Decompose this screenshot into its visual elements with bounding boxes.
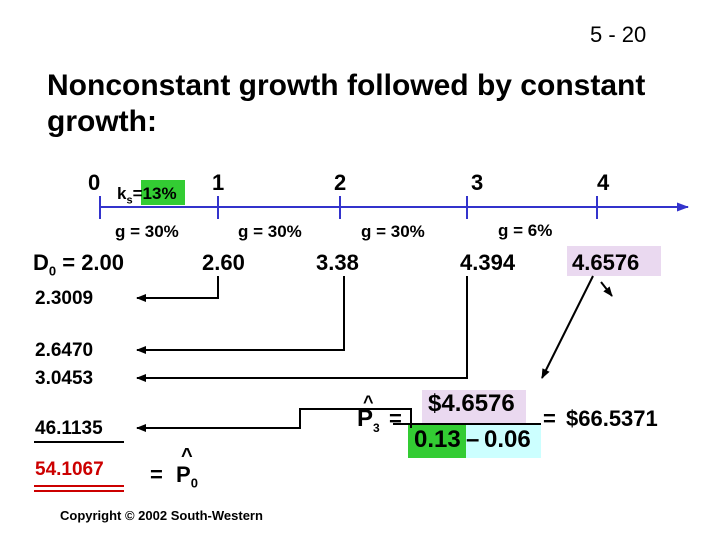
cash-flow-2: 3.38 — [316, 250, 359, 275]
cash-flow-3: 4.394 — [460, 250, 516, 275]
numerator-highlight — [422, 390, 526, 423]
growth-rate-3: g = 30% — [361, 222, 425, 241]
growth-rate-2: g = 30% — [238, 222, 302, 241]
present-value-4: 46.1135 — [35, 418, 103, 439]
formula-equals-2: = — [543, 406, 556, 431]
period-3: 3 — [471, 170, 484, 195]
period-0: 0 — [88, 170, 101, 195]
terminal-cash-flow-highlight — [567, 246, 661, 276]
present-value-2: 2.6470 — [35, 340, 94, 361]
formula-numerator: $4.6576 — [428, 390, 515, 417]
cash-flow-1: 2.60 — [202, 250, 245, 275]
formula-p3-hat: ^ — [363, 392, 374, 412]
d0-subscript: 0 — [48, 263, 57, 279]
copyright-notice: Copyright © 2002 South-Western — [60, 508, 263, 523]
p0-letter: P — [176, 462, 191, 487]
formula-p3-letter: P — [357, 405, 374, 432]
terminal-cash-flow-arrow — [600, 281, 613, 297]
discount-rate-equals: = — [132, 184, 143, 203]
growth-rate-1: g = 30% — [115, 222, 179, 241]
p0-symbol: P0 — [176, 462, 198, 490]
formula-equals-1: = — [389, 406, 402, 431]
discount-rate-symbol: k — [117, 184, 127, 203]
denominator-k-highlight — [408, 425, 466, 458]
period-2: 2 — [334, 170, 347, 195]
p0-hat: ^ — [181, 445, 193, 467]
denominator-g-highlight — [466, 425, 541, 458]
formula-denominator-k: 0.13 — [414, 426, 461, 453]
slide-title: Nonconstant growth followed by constant … — [47, 69, 646, 138]
growth-rate-4: g = 6% — [498, 221, 553, 240]
period-4: 4 — [597, 170, 610, 195]
d0-label: D0 = 2.00 — [33, 250, 124, 278]
present-value-3: 3.0453 — [35, 368, 94, 389]
formula-denominator-g: 0.06 — [484, 426, 531, 453]
terminal-value-arrow — [541, 275, 594, 379]
formula-minus: – — [466, 426, 480, 453]
discount-arrow-1 — [136, 276, 219, 302]
d0-value: = 2.00 — [56, 250, 125, 275]
discount-rate-highlight — [141, 180, 185, 205]
cash-flow-4: 4.6576 — [572, 250, 640, 275]
discount-rate-subscript: s — [126, 194, 133, 207]
d0-symbol: D — [33, 250, 49, 275]
present-value-1: 2.3009 — [35, 288, 94, 309]
formula-result: $66.5371 — [566, 406, 658, 431]
period-1: 1 — [212, 170, 225, 195]
total-value: 54.1067 — [35, 459, 104, 480]
discount-arrow-4 — [136, 408, 412, 432]
discount-rate: ks=13% — [117, 184, 177, 206]
discount-arrow-3 — [136, 276, 468, 382]
discount-rate-value: 13% — [142, 184, 177, 203]
formula-p3: P3 — [357, 405, 380, 435]
slide-number: 5 - 20 — [590, 22, 647, 47]
formula-p3-subscript: 3 — [373, 420, 380, 435]
p0-subscript: 0 — [190, 475, 198, 491]
discount-arrow-2 — [136, 276, 345, 354]
p0-equals: = — [150, 462, 163, 487]
